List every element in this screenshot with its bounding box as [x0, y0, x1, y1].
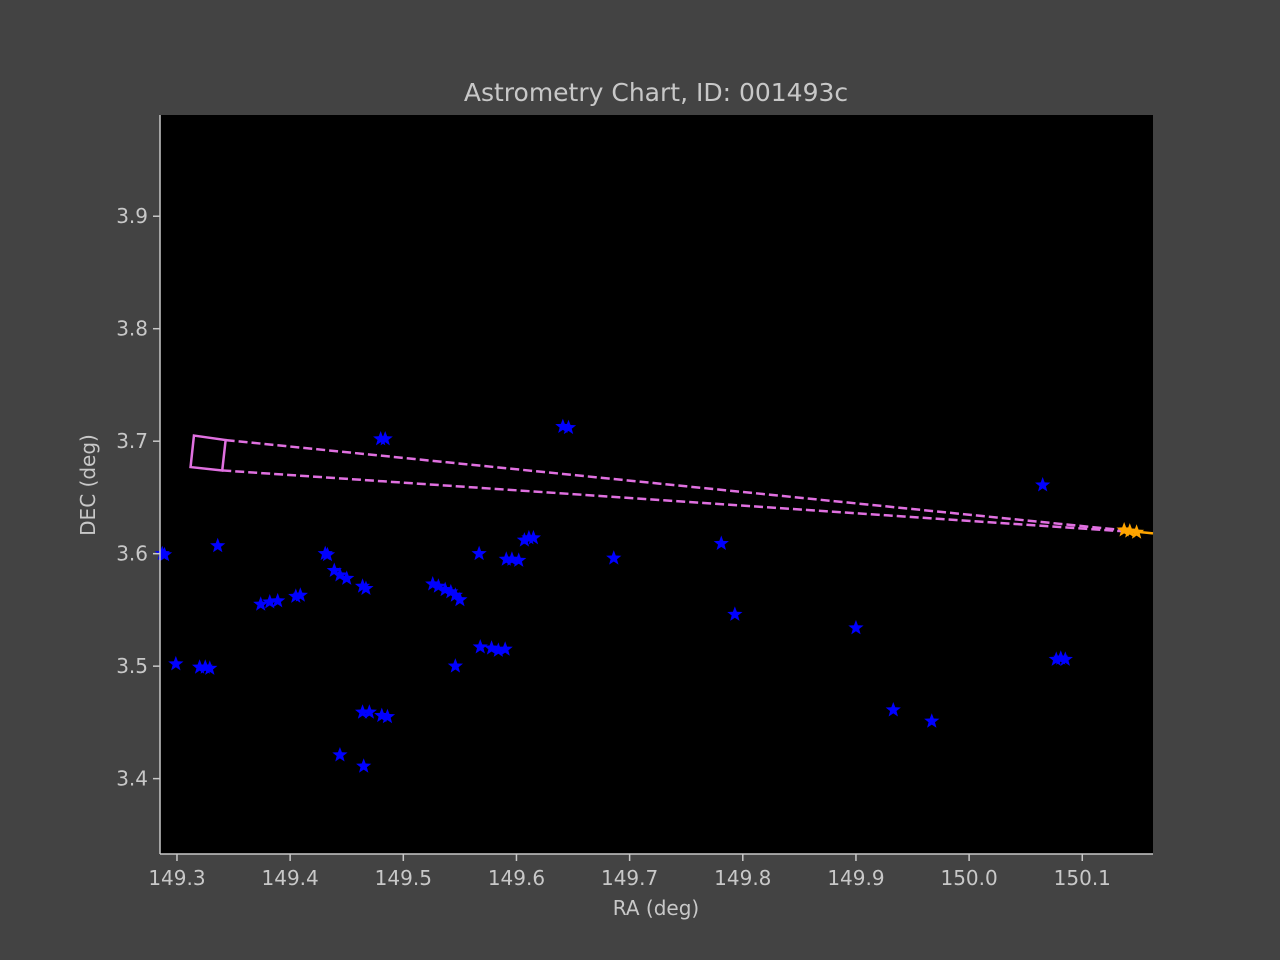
star-point	[516, 532, 532, 547]
star-point	[1057, 651, 1073, 666]
fov-projection-line	[222, 469, 1122, 533]
y-tick-label: 3.9	[116, 204, 148, 228]
star-point	[354, 578, 371, 593]
y-tick-label: 3.7	[116, 429, 148, 453]
star-point	[354, 704, 371, 719]
star-point	[498, 551, 514, 566]
star-point	[452, 591, 468, 607]
star-point	[332, 747, 348, 762]
star-point	[606, 550, 622, 565]
star-point	[511, 552, 527, 567]
star-point	[253, 596, 269, 611]
x-tick-label: 149.7	[601, 866, 658, 890]
star-point	[727, 606, 743, 621]
ticks-layer: 149.3 149.4 149.5 149.6 149.7 149.8 149.9 150.0…	[116, 204, 1111, 890]
star-point	[490, 642, 506, 657]
x-tick-label: 150.0	[940, 866, 997, 890]
star-point	[885, 702, 901, 717]
points-layer	[154, 418, 1145, 773]
y-tick-label: 3.4	[116, 767, 148, 791]
star-point	[924, 713, 940, 728]
star-point	[210, 537, 226, 553]
y-axis-label: DEC (deg)	[76, 434, 100, 536]
star-point	[292, 587, 308, 602]
star-point	[358, 580, 374, 596]
y-tick-label: 3.5	[116, 654, 148, 678]
y-tick-label: 3.8	[116, 317, 148, 341]
star-point	[443, 583, 459, 599]
star-point	[319, 546, 336, 562]
star-point	[471, 545, 487, 561]
x-tick-label: 149.3	[148, 866, 205, 890]
star-point	[202, 660, 218, 675]
star-point	[437, 581, 453, 597]
star-point	[168, 655, 184, 671]
star-point	[361, 704, 377, 719]
x-tick-label: 149.9	[827, 866, 884, 890]
star-point	[1035, 477, 1051, 492]
star-point	[525, 529, 542, 545]
x-tick-label: 149.4	[262, 866, 319, 890]
star-point	[192, 659, 208, 674]
star-point	[447, 587, 463, 602]
star-point	[1048, 651, 1064, 666]
star-point	[326, 562, 342, 578]
star-point	[356, 758, 372, 773]
star-point	[483, 640, 500, 655]
star-point	[270, 592, 286, 608]
star-point	[447, 658, 463, 673]
star-point	[332, 567, 348, 582]
star-point	[560, 419, 577, 435]
x-tick-label: 149.5	[375, 866, 432, 890]
star-point	[497, 641, 513, 656]
star-point	[472, 639, 488, 654]
x-tick-label: 149.8	[714, 866, 771, 890]
star-point	[379, 708, 396, 724]
fov-projection-line	[225, 438, 1123, 532]
target-point	[1128, 524, 1145, 539]
star-point	[377, 430, 393, 446]
star-point	[713, 535, 729, 551]
x-tick-label: 149.6	[488, 866, 545, 890]
star-point	[425, 576, 441, 591]
star-point	[848, 619, 864, 635]
chart-title: Astrometry Chart, ID: 001493c	[464, 78, 848, 107]
star-point	[156, 546, 173, 562]
star-point	[430, 578, 446, 593]
y-tick-label: 3.6	[116, 542, 148, 566]
star-point	[288, 588, 304, 603]
x-axis-label: RA (deg)	[613, 896, 699, 920]
star-point	[262, 594, 278, 609]
star-point	[339, 570, 355, 585]
x-tick-label: 150.1	[1054, 866, 1111, 890]
